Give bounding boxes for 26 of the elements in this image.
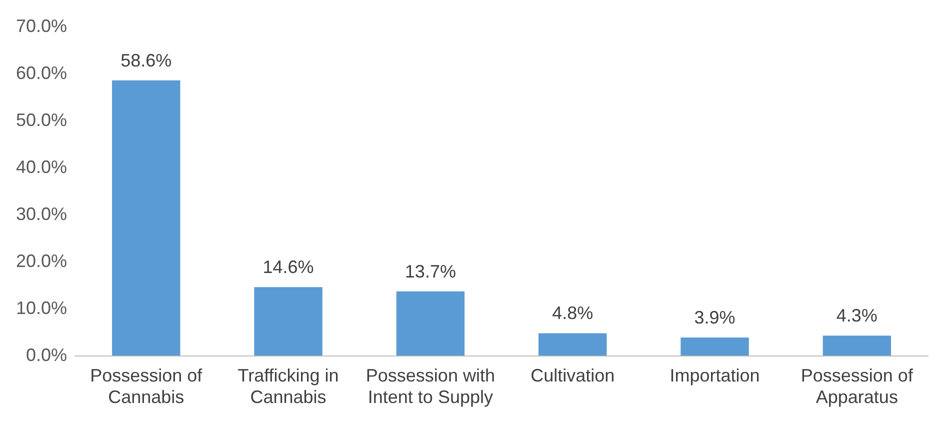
x-tick-label: Possession with Intent to Supply xyxy=(366,366,495,408)
x-tick-label: Possession of Cannabis xyxy=(90,366,204,408)
y-tick-label: 20.0% xyxy=(16,250,68,271)
data-label: 13.7% xyxy=(404,261,456,282)
data-label: 58.6% xyxy=(120,50,172,70)
y-tick-label: 0.0% xyxy=(26,344,68,365)
data-label: 3.9% xyxy=(694,307,736,328)
y-tick-label: 30.0% xyxy=(16,204,68,224)
data-label: 14.6% xyxy=(262,257,314,278)
y-tick-label: 70.0% xyxy=(16,16,68,36)
data-label: 4.3% xyxy=(836,306,878,326)
y-tick-label: 40.0% xyxy=(16,156,68,177)
y-tick-label: 50.0% xyxy=(16,110,68,130)
x-tick-label: Possession of Apparatus xyxy=(800,366,914,408)
x-tick-label: Importation xyxy=(670,366,760,386)
y-tick-label: 60.0% xyxy=(16,62,68,83)
bar xyxy=(112,80,180,356)
bar xyxy=(822,336,892,356)
y-tick-label: 10.0% xyxy=(16,298,68,318)
x-tick-label: Cultivation xyxy=(530,366,615,386)
data-label: 4.8% xyxy=(552,303,594,324)
bar xyxy=(396,291,465,356)
x-tick-label: Trafficking in Cannabis xyxy=(238,366,339,408)
bar xyxy=(680,337,749,356)
bar xyxy=(538,333,607,356)
bar xyxy=(254,287,322,356)
